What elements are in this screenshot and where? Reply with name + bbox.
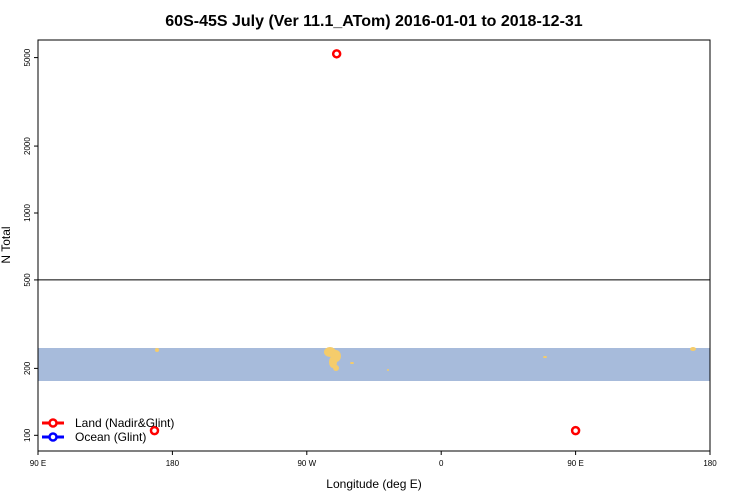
legend-marker [48, 418, 58, 428]
x-tick-label: 90 E [567, 459, 583, 468]
ocean-band [38, 348, 710, 381]
data-point [570, 425, 581, 436]
plot-frame [37, 39, 711, 452]
y-axis: 100 200 500 1000 2000 5000 [23, 48, 38, 442]
x-tick-label: 90 E [30, 459, 46, 468]
y-tick-label: 1000 [23, 204, 32, 222]
land-mass [690, 347, 696, 351]
x-axis: 90 E 180 90 W 0 90 E 180 [30, 451, 717, 468]
land-mass [155, 348, 159, 352]
land-mass [329, 356, 337, 368]
chart-title: 60S-45S July (Ver 11.1_ATom) 2016-01-01 … [165, 13, 583, 30]
y-tick-label: 100 [23, 428, 32, 442]
x-tick-label: 90 W [297, 459, 316, 468]
legend: Land (Nadir&Glint)Ocean (Glint) [42, 416, 174, 444]
y-axis-label: N Total [0, 226, 13, 263]
y-tick-label: 200 [23, 361, 32, 375]
land-mass [333, 365, 339, 371]
x-tick-label: 180 [703, 459, 717, 468]
land-mass [387, 369, 389, 371]
data-point [331, 49, 342, 59]
land-mass [543, 356, 547, 358]
data-point [149, 425, 160, 436]
y-tick-label: 500 [23, 273, 32, 287]
legend-entry: Ocean (Glint) [75, 430, 146, 444]
data-points [149, 49, 581, 436]
x-tick-label: 180 [166, 459, 180, 468]
x-tick-label: 0 [439, 459, 444, 468]
y-tick-label: 5000 [23, 48, 32, 66]
x-axis-label: Longitude (deg E) [326, 477, 421, 491]
legend-entry: Land (Nadir&Glint) [75, 416, 174, 430]
land-mass [350, 362, 354, 364]
y-tick-label: 2000 [23, 137, 32, 155]
map-inset [38, 347, 710, 381]
legend-marker [48, 432, 58, 442]
